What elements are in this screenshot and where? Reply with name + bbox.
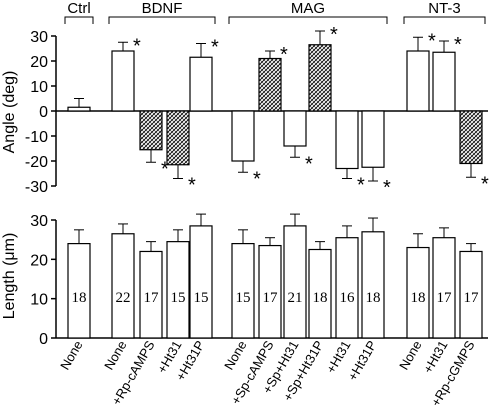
angle-bar (432, 51, 456, 112)
length-tick-label: 30 (30, 213, 48, 230)
length-panel: Length (μm) 0 10 20 30 18 22 17 15 15 15 17 21 18 16… (1, 213, 488, 409)
angle-tick-label: 30 (30, 29, 48, 46)
angle-panel: Angle (deg) 30 20 10 0 -10 -20 -30 Ctrl BDNF MAG… (1, 0, 489, 199)
category-label: None (221, 338, 250, 372)
length-bar (432, 237, 456, 339)
angle-bar (67, 106, 91, 112)
sample-count-label: 15 (171, 290, 186, 306)
angle-bar (459, 110, 483, 165)
group-bracket (108, 16, 216, 24)
angle-tick-label: 20 (30, 54, 48, 71)
angle-tick-label: -10 (25, 129, 48, 146)
significance-star: * (211, 37, 219, 59)
angle-tick-label: -30 (25, 179, 48, 196)
significance-star: * (188, 175, 196, 197)
angle-bar (166, 110, 190, 166)
significance-star: * (305, 153, 313, 175)
sample-count-label: 15 (194, 290, 209, 306)
angle-tick-label: 0 (39, 104, 48, 121)
angle-bar (258, 57, 282, 112)
length-tick-label: 20 (30, 252, 48, 269)
length-bar (189, 225, 213, 339)
sample-count-label: 18 (411, 290, 426, 306)
significance-star: * (357, 175, 365, 197)
significance-star: * (253, 168, 261, 190)
significance-star: * (383, 177, 391, 199)
significance-star: * (280, 44, 288, 66)
sample-count-label: 18 (313, 290, 328, 306)
significance-star: * (161, 158, 169, 180)
length-y-axis-label: Length (μm) (1, 233, 18, 320)
angle-bar (406, 50, 430, 112)
length-tick-label: 0 (39, 331, 48, 348)
angle-bar (283, 110, 307, 147)
group-bracket (403, 16, 486, 24)
significance-star: * (481, 173, 489, 195)
sample-count-label: 17 (437, 290, 453, 306)
angle-y-axis-label: Angle (deg) (1, 71, 18, 154)
angle-bar (361, 110, 385, 168)
sample-count-label: 17 (263, 290, 279, 306)
significance-star: * (428, 30, 436, 52)
sample-count-label: 18 (72, 290, 87, 306)
angle-bar (189, 56, 213, 112)
length-bar (361, 231, 385, 339)
angle-bar (139, 110, 163, 151)
angle-bar (308, 44, 332, 112)
sample-count-label: 18 (366, 290, 381, 306)
significance-star: * (133, 35, 141, 57)
group-bracket (228, 16, 388, 24)
sample-count-label: 21 (288, 290, 303, 306)
group-label: MAG (291, 0, 325, 17)
group-label: Ctrl (67, 0, 90, 17)
length-bar (283, 225, 307, 339)
significance-star: * (330, 24, 338, 46)
group-bracket (64, 16, 94, 24)
angle-tick-label: 10 (30, 79, 48, 96)
category-label: None (57, 338, 86, 372)
category-label: None (101, 338, 130, 372)
angle-bar (111, 50, 135, 112)
length-tick-label: 10 (30, 292, 48, 309)
angle-tick-label: -20 (25, 154, 48, 171)
group-label: BDNF (142, 0, 183, 17)
length-bar (335, 237, 359, 339)
angle-bar (335, 110, 359, 170)
sample-count-label: 16 (340, 290, 356, 306)
sample-count-label: 15 (236, 290, 251, 306)
angle-bar (231, 110, 255, 162)
sample-count-label: 17 (144, 290, 160, 306)
length-bar (111, 233, 135, 339)
sample-count-label: 17 (464, 290, 480, 306)
significance-star: * (454, 34, 462, 56)
group-label: NT-3 (428, 0, 461, 17)
sample-count-label: 22 (116, 290, 131, 306)
